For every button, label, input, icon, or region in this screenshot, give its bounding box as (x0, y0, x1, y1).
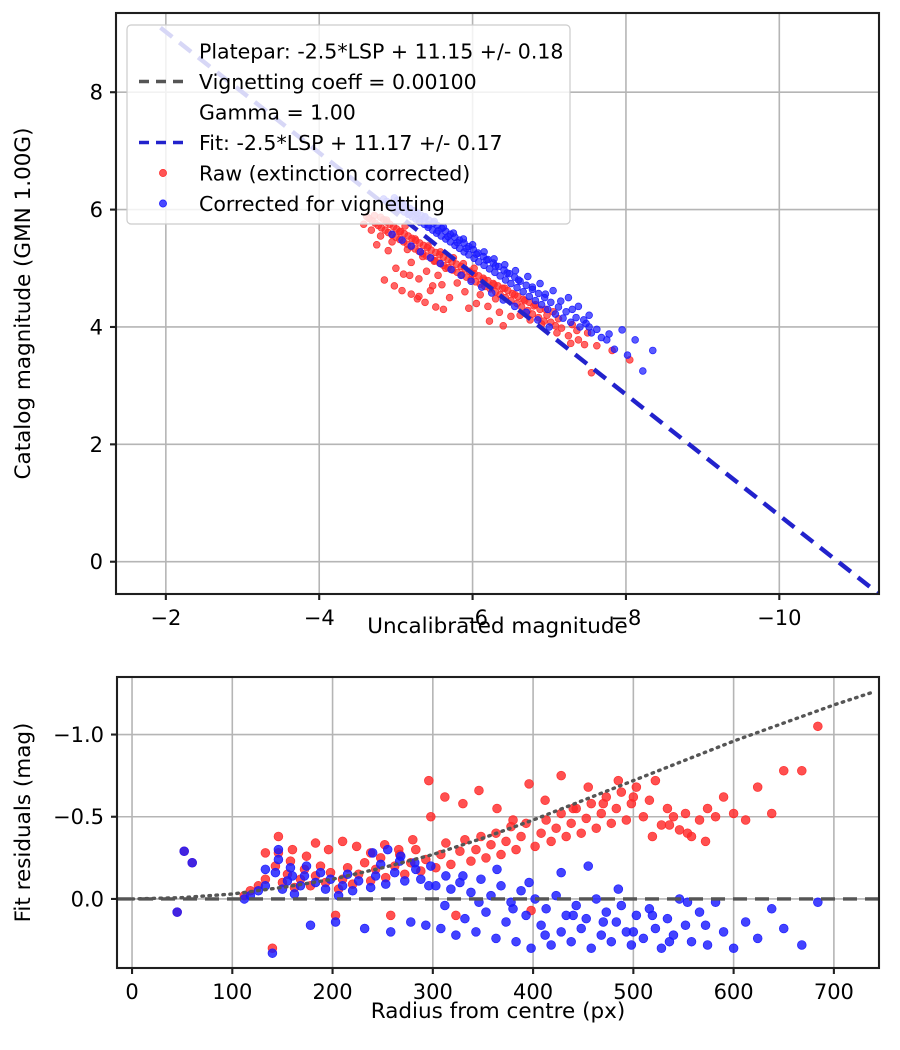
top-tickmarks (110, 91, 781, 600)
legend-dot-handle (159, 169, 167, 177)
fit-residuals-axes: 0 100 200 300 400 500 600 700 0.0 −0.5 −1.0 Radius… (11, 675, 881, 1024)
bottom-scatter-points (172, 721, 823, 958)
xtick-label: 100 (212, 980, 252, 1004)
ytick-label: 0.0 (71, 887, 104, 911)
bottom-xaxis-label: Radius from centre (px) (371, 999, 625, 1024)
legend-dot-handle (159, 199, 167, 208)
scatter-series (172, 844, 823, 958)
xtick-label: 300 (413, 980, 453, 1004)
scatter-series (172, 721, 823, 954)
bottom-tickmarks (111, 733, 835, 974)
bottom-yaxis-label: Fit residuals (mag) (11, 723, 36, 923)
legend-entry-label: Raw (extinction corrected) (199, 162, 470, 186)
bottom-ticklabels: 0 100 200 300 400 500 600 700 0.0 −0.5 −1.0 (53, 723, 854, 1004)
xtick-label: −10 (757, 606, 801, 630)
xtick-label: 600 (714, 980, 754, 1004)
legend-entry-label: Platepar: -2.5*LSP + 11.15 +/- 0.18 (199, 40, 563, 64)
top-plot-frame (114, 11, 881, 596)
bottom-plot-frame (115, 675, 881, 970)
top-yaxis-label: Catalog magnitude (GMN 1.00G) (11, 128, 36, 480)
top-legend: Platepar: -2.5*LSP + 11.15 +/- 0.18 Vigne… (126, 24, 571, 225)
xtick-label: 0 (125, 980, 138, 1004)
xtick-label: 500 (613, 980, 653, 1004)
legend-entry-label: Vignetting coeff = 0.00100 (199, 70, 477, 94)
top-xaxis-label: Uncalibrated magnitude (367, 614, 627, 639)
residual-reference-lines (117, 690, 879, 901)
legend-entry-label: Gamma = 1.00 (199, 101, 356, 125)
ytick-label: 2 (90, 433, 103, 457)
xtick-label: −2 (150, 606, 181, 630)
legend-entry-label: Fit: -2.5*LSP + 11.17 +/- 0.17 (199, 131, 503, 155)
xtick-label: 200 (313, 980, 353, 1004)
xtick-label: −8 (610, 606, 641, 630)
legend-entry-label: Corrected for vignetting (199, 192, 445, 216)
ytick-label: 0 (90, 550, 103, 574)
ytick-label: −1.0 (53, 723, 104, 747)
xtick-label: −6 (457, 606, 488, 630)
top-ticklabels: −2 −4 −6 −8 −10 0 2 4 6 8 (90, 81, 802, 630)
ytick-label: 6 (90, 198, 103, 222)
xtick-label: 700 (814, 980, 854, 1004)
xtick-label: 400 (513, 980, 553, 1004)
xtick-label: −4 (304, 606, 335, 630)
ytick-label: 4 (90, 315, 103, 339)
ytick-label: 8 (90, 81, 103, 105)
ytick-label: −0.5 (53, 805, 104, 829)
